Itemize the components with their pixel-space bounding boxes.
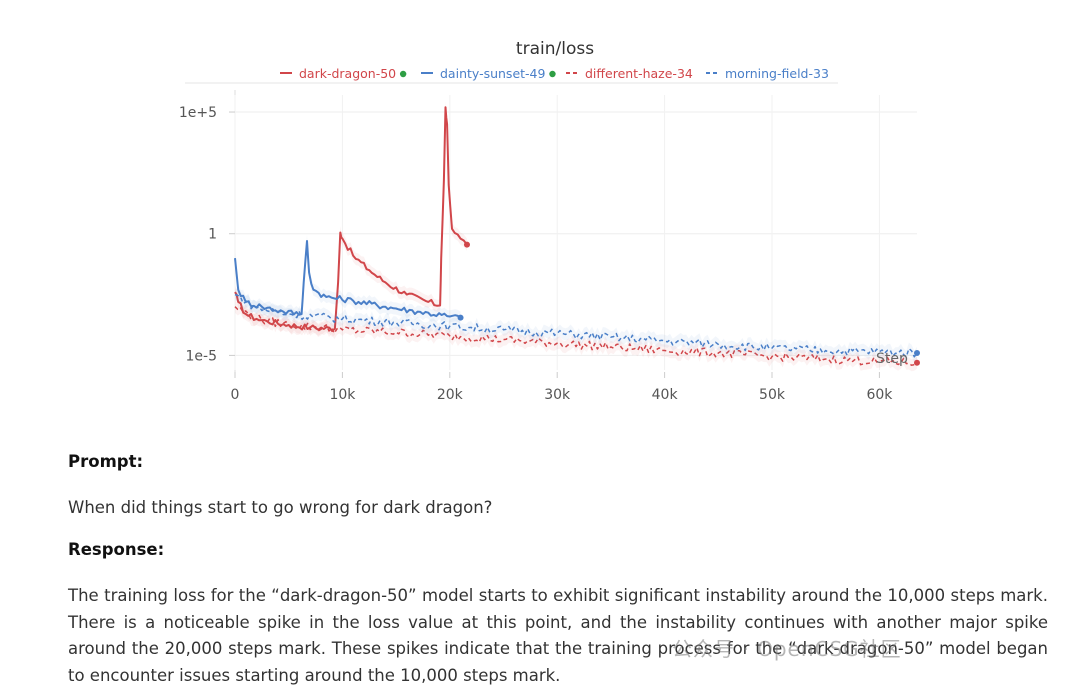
legend-item-dainty-sunset-49[interactable]: dainty-sunset-49 (421, 66, 556, 81)
y-tick-label: 1e+5 (179, 105, 217, 121)
end-marker-dainty-sunset-49 (458, 315, 464, 321)
y-tick-label: 1 (208, 227, 217, 243)
legend-label: dainty-sunset-49 (440, 66, 546, 81)
x-tick-label: 10k (329, 387, 356, 403)
x-axis: 0 10k 20k 30k 40k 50k 60k (231, 372, 894, 403)
x-axis-label: Step (876, 351, 908, 367)
x-tick-label: 60k (866, 387, 893, 403)
legend-item-different-haze-34[interactable]: different-haze-34 (566, 66, 693, 81)
x-tick-label: 40k (652, 387, 679, 403)
legend-label: morning-field-33 (725, 66, 829, 81)
x-tick-label: 30k (544, 387, 571, 403)
end-marker-morning-field-33 (914, 350, 920, 356)
legend-label: different-haze-34 (585, 66, 693, 81)
watermark-text: 公众号 · OpenCSG社区 (672, 633, 902, 662)
legend-label: dark-dragon-50 (299, 66, 396, 81)
end-marker-dark-dragon-50 (464, 242, 470, 248)
legend-live-dot (400, 71, 406, 77)
end-marker-different-haze-34 (914, 360, 920, 366)
legend-live-dot (549, 71, 555, 77)
prompt-label: Prompt: (68, 452, 1048, 471)
y-tick-label: 1e-5 (186, 348, 217, 364)
chart-svg: train/loss dark-dragon-50 dainty-sunset-4… (0, 0, 1080, 420)
y-axis: 1e+5 1 1e-5 (179, 105, 235, 364)
x-tick-label: 20k (437, 387, 464, 403)
loss-chart: train/loss dark-dragon-50 dainty-sunset-4… (0, 0, 1080, 420)
chart-legend[interactable]: dark-dragon-50 dainty-sunset-49 different-… (280, 66, 829, 81)
prompt-text: When did things start to go wrong for da… (68, 495, 1048, 522)
x-tick-label: 50k (759, 387, 786, 403)
plot-area[interactable] (235, 101, 920, 371)
legend-item-morning-field-33[interactable]: morning-field-33 (706, 66, 829, 81)
legend-item-dark-dragon-50[interactable]: dark-dragon-50 (280, 66, 406, 81)
x-tick-label: 0 (231, 387, 240, 403)
chart-title: train/loss (516, 39, 594, 59)
response-label: Response: (68, 540, 1048, 559)
